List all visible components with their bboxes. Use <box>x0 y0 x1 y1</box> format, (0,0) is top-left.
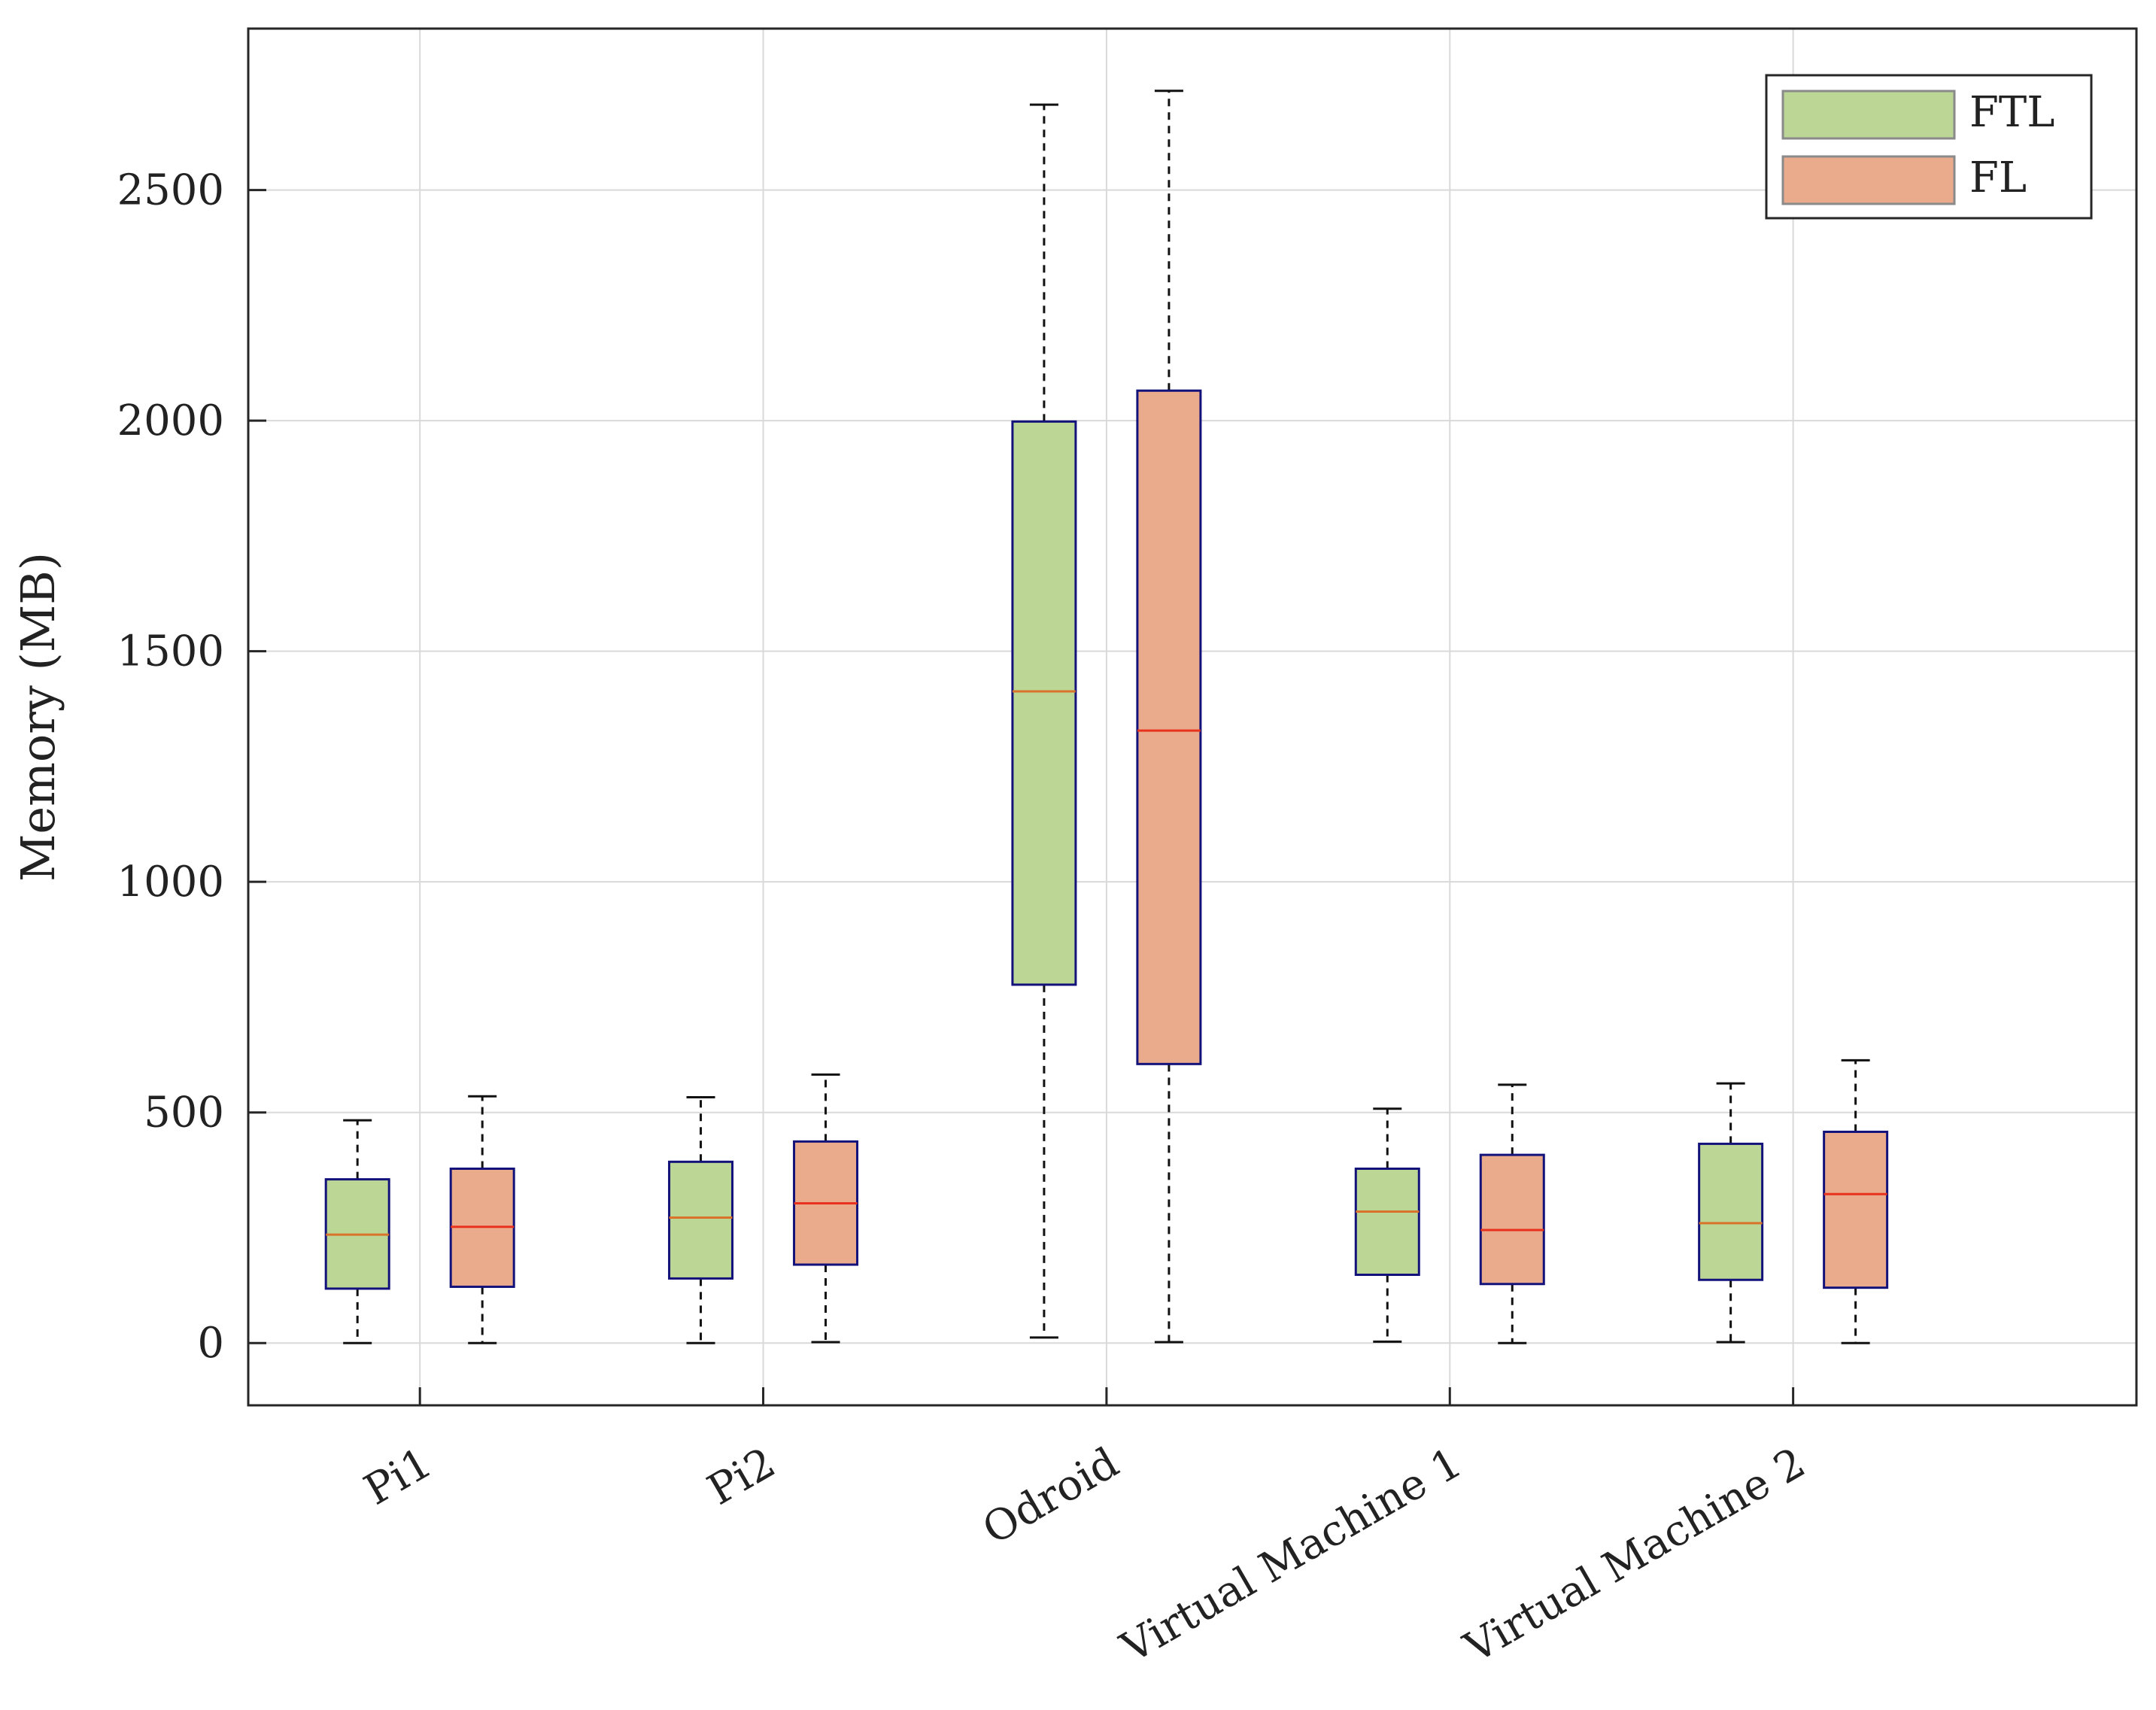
y-tick-label: 1000 <box>117 858 224 907</box>
box-fl-0 <box>449 1095 515 1344</box>
iqr-box <box>1698 1142 1764 1281</box>
iqr-box <box>1136 389 1202 1065</box>
iqr-box <box>1479 1153 1545 1286</box>
legend: FTL FL <box>1765 74 2093 220</box>
box-fl-2 <box>1136 90 1202 1344</box>
box-ftl-3 <box>1354 1107 1420 1343</box>
box-fl-4 <box>1823 1058 1889 1344</box>
plot-frame <box>247 27 2138 1407</box>
y-tick-label: 0 <box>197 1319 224 1368</box>
legend-swatch-ftl <box>1781 90 1956 140</box>
legend-label-fl: FL <box>1969 153 2027 202</box>
iqr-box <box>1823 1130 1889 1289</box>
box-ftl-1 <box>668 1095 734 1344</box>
legend-label-ftl: FTL <box>1969 88 2054 137</box>
box-fl-1 <box>793 1073 859 1344</box>
iqr-box <box>1354 1167 1420 1277</box>
box-ftl-4 <box>1698 1082 1764 1344</box>
box-ftl-2 <box>1011 103 1077 1339</box>
y-tick-label: 1500 <box>117 627 224 676</box>
iqr-box <box>1011 420 1077 986</box>
iqr-box <box>668 1160 734 1280</box>
box-ftl-0 <box>324 1119 390 1344</box>
box-fl-3 <box>1479 1083 1545 1344</box>
legend-swatch-fl <box>1781 155 1956 205</box>
y-tick-label: 500 <box>144 1089 224 1137</box>
boxes <box>324 90 1889 1344</box>
y-tick-label: 2500 <box>117 166 224 215</box>
y-tick-label: 2000 <box>117 396 224 445</box>
y-axis-label: Memory (MB) <box>11 552 65 882</box>
